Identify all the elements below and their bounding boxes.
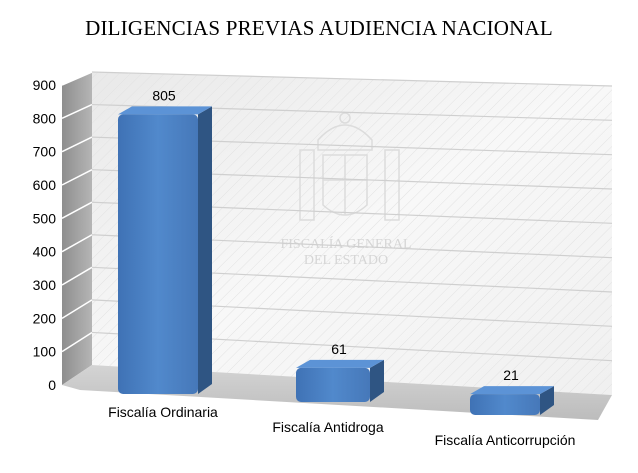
y-tick-label: 800	[33, 110, 57, 126]
gridline-left-900	[61, 71, 93, 86]
y-tick-label: 200	[33, 310, 57, 326]
bar-1	[118, 106, 212, 394]
gridline-left-600	[61, 168, 93, 186]
data-label: 61	[331, 341, 347, 357]
bar-side	[370, 359, 384, 402]
y-tick-label: 400	[33, 244, 57, 260]
bar-front	[296, 367, 370, 402]
y-tick-label: 700	[33, 144, 57, 160]
gridline-left-100	[61, 331, 93, 353]
bar-front	[118, 114, 198, 394]
y-tick-label: 500	[33, 210, 57, 226]
category-label: Fiscalía Ordinaria	[108, 404, 218, 420]
y-tick-label: 300	[33, 277, 57, 293]
bar-3	[470, 386, 554, 415]
y-tick-label: 100	[33, 344, 57, 360]
gridline-left-700	[61, 136, 93, 153]
y-tick-label: 0	[48, 377, 56, 393]
bar-2	[296, 359, 384, 402]
gridline-900	[91, 71, 613, 87]
y-tick-label: 600	[33, 177, 57, 193]
data-label: 805	[152, 87, 176, 103]
back-wall-texture	[92, 72, 612, 395]
gridline-left-400	[61, 234, 93, 253]
bar-front	[470, 394, 540, 415]
chart-title: DILIGENCIAS PREVIAS AUDIENCIA NACIONAL	[85, 16, 553, 40]
gridline-left-200	[61, 299, 93, 319]
gridline-left-300	[61, 266, 93, 286]
gridline-left-800	[61, 103, 93, 120]
y-tick-label: 900	[33, 77, 57, 93]
bar-side	[198, 106, 212, 394]
bar-top	[118, 106, 212, 115]
left-wall	[62, 72, 92, 385]
gridline-left-500	[61, 201, 93, 219]
data-label: 21	[503, 367, 519, 383]
bar-side	[540, 386, 554, 415]
bar-top	[296, 359, 384, 368]
category-label: Fiscalía Antidroga	[272, 419, 383, 435]
watermark-line2: DEL ESTADO	[304, 253, 388, 268]
bar-top	[470, 386, 554, 395]
category-label: Fiscalía Anticorrupción	[435, 432, 576, 448]
